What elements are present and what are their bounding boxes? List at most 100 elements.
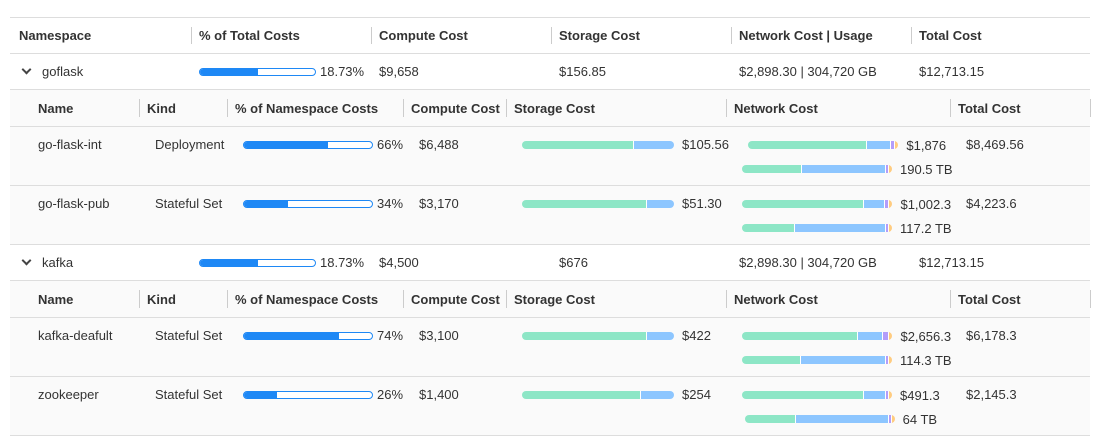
network-cost-bar-segment — [863, 200, 885, 208]
network-usage-bar-segment — [742, 224, 795, 232]
sub-col-2[interactable]: % of Namespace Costs — [226, 281, 378, 317]
pct-bar — [199, 258, 316, 267]
storage-label: $422 — [682, 328, 711, 343]
network-cost-bar-segment — [895, 141, 899, 149]
storage-bar-segment — [646, 199, 674, 208]
network-usage-bar-segment — [802, 165, 886, 173]
network-cost-label: $1,876 — [906, 137, 947, 153]
pct-bar — [199, 67, 316, 76]
sub-col-0[interactable]: Name — [38, 100, 74, 116]
col-total[interactable]: Total Cost — [911, 18, 982, 53]
namespace-storage: $676 — [559, 255, 588, 270]
workload-pct: 34% — [243, 196, 403, 211]
sub-col-1[interactable]: Kind — [139, 90, 176, 126]
network-cost-label: $491.3 — [900, 387, 940, 403]
workload-row[interactable]: zookeeper Stateful Set 26% $1,400 $254 $491.3… — [10, 377, 1090, 436]
network-cost-bar — [742, 391, 892, 399]
namespace-name[interactable]: goflask — [19, 54, 83, 89]
workload-compute: $3,100 — [419, 328, 459, 343]
sub-col-5[interactable]: Network Cost — [726, 90, 818, 126]
sub-col-2[interactable]: % of Namespace Costs — [226, 90, 378, 126]
sub-col-1[interactable]: Kind — [139, 281, 176, 317]
workload-name: zookeeper — [38, 387, 99, 402]
sub-col-5[interactable]: Network Cost — [726, 281, 818, 317]
pct-bar-fill — [200, 259, 259, 266]
workload-name: kafka-deafult — [38, 328, 113, 343]
storage-bar-segment — [646, 331, 674, 340]
network-cost-bar-segment — [748, 141, 867, 149]
sub-col-0[interactable]: Name — [38, 291, 74, 307]
chevron-down-icon[interactable] — [21, 255, 32, 266]
workload-network: $2,656.3 114.3 TB — [742, 328, 952, 368]
workload-row[interactable]: kafka-deafult Stateful Set 74% $3,100 $422 $2… — [10, 318, 1090, 377]
cost-table: Namespace % of Total Costs Compute Cost … — [10, 17, 1091, 436]
namespace-label: goflask — [42, 64, 84, 79]
storage-bar-segment — [522, 199, 647, 208]
pct-label: 18.73% — [320, 255, 365, 270]
network-usage-bar-segment — [794, 224, 886, 232]
sub-header: Name Kind % of Namespace Costs Compute Cost… — [10, 90, 1091, 127]
network-cost-bar-segment — [883, 332, 890, 340]
network-cost-bar-segment — [742, 200, 864, 208]
sub-col-3[interactable]: Compute Cost — [403, 281, 500, 317]
network-usage-bar-segment — [888, 415, 892, 423]
pct-label: 18.73% — [320, 64, 365, 79]
workload-row[interactable]: go-flask-int Deployment 66% $6,488 $105.56 $1… — [10, 127, 1090, 186]
network-usage-bar-segment — [889, 356, 892, 364]
network-usage-bar-segment — [742, 165, 802, 173]
network-usage-label: 64 TB — [902, 411, 938, 427]
network-usage-bar-segment — [889, 165, 892, 173]
network-usage-bar — [742, 356, 892, 364]
sub-col-4[interactable]: Storage Cost — [506, 90, 595, 126]
network-cost-bar-segment — [857, 332, 884, 340]
workload-total: $6,178.3 — [966, 328, 1017, 343]
namespace-label: kafka — [42, 255, 74, 270]
namespace-name[interactable]: kafka — [19, 245, 73, 280]
col-namespace[interactable]: Namespace — [19, 28, 92, 43]
workload-storage: $51.30 — [522, 196, 722, 211]
network-cost-bar-segment — [866, 141, 891, 149]
sub-col-3[interactable]: Compute Cost — [403, 90, 500, 126]
pct-bar-fill — [244, 332, 339, 339]
network-usage-bar-segment — [800, 356, 886, 364]
col-pct-total[interactable]: % of Total Costs — [191, 18, 300, 53]
network-cost-label: $2,656.3 — [900, 328, 952, 344]
pct-bar — [243, 390, 373, 399]
network-usage-bar — [742, 165, 892, 173]
workload-compute: $6,488 — [419, 137, 459, 152]
workload-network: $1,002.3 117.2 TB — [742, 196, 952, 236]
workload-row[interactable]: go-flask-pub Stateful Set 34% $3,170 $51.30 $… — [10, 186, 1090, 245]
col-compute[interactable]: Compute Cost — [371, 18, 468, 53]
pct-bar-fill — [244, 391, 278, 398]
storage-bar — [522, 390, 674, 399]
network-cost-bar-segment — [742, 332, 858, 340]
workload-total: $4,223.6 — [966, 196, 1017, 211]
namespace-network: $2,898.30 | 304,720 GB — [739, 255, 877, 270]
network-usage-label: 114.3 TB — [900, 352, 952, 368]
pct-label: 66% — [377, 137, 404, 152]
pct-bar — [243, 199, 373, 208]
storage-label: $105.56 — [682, 137, 729, 152]
network-usage-bar-segment — [889, 224, 892, 232]
pct-bar-fill — [200, 68, 259, 75]
network-usage-bar — [744, 415, 895, 423]
namespace-compute: $4,500 — [379, 255, 419, 270]
col-storage[interactable]: Storage Cost — [551, 18, 640, 53]
col-network[interactable]: Network Cost | Usage — [731, 18, 873, 53]
sub-col-6[interactable]: Total Cost — [950, 90, 1021, 126]
pct-bar-fill — [244, 141, 329, 148]
network-cost-bar-segment — [889, 332, 893, 340]
namespace-row[interactable]: kafka 18.73% $4,500 $676 $2,898.30 | 304,720… — [10, 245, 1090, 281]
network-usage-label: 117.2 TB — [900, 220, 952, 236]
storage-bar-segment — [522, 140, 635, 149]
workload-kind: Stateful Set — [155, 387, 223, 402]
sub-col-4[interactable]: Storage Cost — [506, 281, 595, 317]
storage-bar — [522, 199, 674, 208]
sub-col-6[interactable]: Total Cost — [950, 281, 1021, 317]
network-usage-bar-segment — [886, 224, 889, 232]
sub-header: Name Kind % of Namespace Costs Compute Cost… — [10, 281, 1091, 318]
namespace-row[interactable]: goflask 18.73% $9,658 $156.85 $2,898.30 | 30… — [10, 54, 1090, 90]
chevron-down-icon[interactable] — [21, 64, 32, 75]
workload-kind: Stateful Set — [155, 328, 223, 343]
network-cost-bar-segment — [889, 200, 893, 208]
